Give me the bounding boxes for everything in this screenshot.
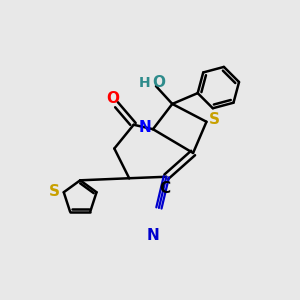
Text: S: S (49, 184, 60, 199)
Text: N: N (138, 120, 151, 135)
Text: O: O (106, 91, 119, 106)
Text: N: N (147, 228, 159, 243)
Text: C: C (159, 181, 170, 196)
Text: O: O (152, 75, 165, 90)
Text: S: S (209, 112, 220, 127)
Text: H: H (139, 76, 151, 89)
